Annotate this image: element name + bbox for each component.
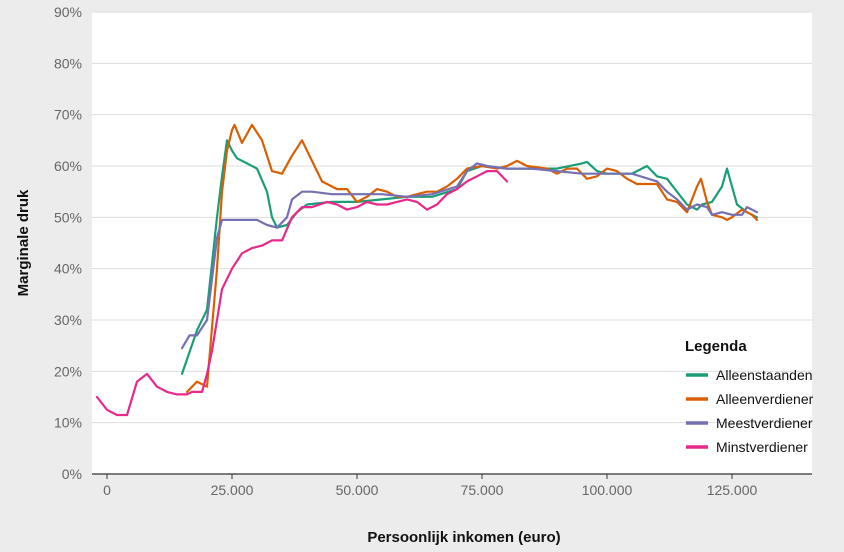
y-tick-label: 10%: [54, 415, 82, 431]
legend: Legenda Alleenstaanden Alleenverdiener Mee…: [685, 338, 814, 455]
y-axis-ticks: 0% 10% 20% 30% 40% 50% 60% 70% 80% 90%: [54, 4, 82, 482]
y-tick-label: 70%: [54, 107, 82, 123]
y-tick-label: 80%: [54, 55, 82, 71]
legend-label-alleenverdiener: Alleenverdiener: [716, 391, 814, 407]
legend-label-minstverdiener: Minstverdiener: [716, 439, 808, 455]
legend-label-alleenstaanden: Alleenstaanden: [716, 367, 813, 383]
x-tick-label: 25.000: [211, 482, 254, 498]
x-tick-label: 125.000: [707, 482, 758, 498]
series-line-meestverdiener: [180, 162, 759, 350]
y-tick-label: 0%: [62, 466, 82, 482]
legend-title: Legenda: [685, 338, 747, 355]
legend-label-meestverdiener: Meestverdiener: [716, 415, 813, 431]
x-axis-title: Persoonlijk inkomen (euro): [367, 529, 560, 546]
y-tick-label: 50%: [54, 209, 82, 225]
y-tick-label: 90%: [54, 4, 82, 20]
series-line-alleenstaanden: [180, 139, 759, 375]
x-tick-label: 0: [103, 482, 111, 498]
x-tick-label: 50.000: [336, 482, 379, 498]
y-tick-label: 30%: [54, 312, 82, 328]
y-tick-label: 20%: [54, 363, 82, 379]
x-tick-label: 100.000: [582, 482, 633, 498]
y-tick-label: 60%: [54, 158, 82, 174]
x-axis: 0 25.000 50.000 75.000 100.000 125.000: [92, 473, 812, 498]
series-line-alleenverdiener: [185, 123, 759, 393]
x-tick-label: 75.000: [461, 482, 504, 498]
series-line-minstverdiener: [95, 170, 509, 417]
y-axis-title: Marginale druk: [15, 189, 32, 296]
series-lines: [95, 123, 759, 417]
y-tick-label: 40%: [54, 261, 82, 277]
plot-area: [92, 12, 812, 474]
